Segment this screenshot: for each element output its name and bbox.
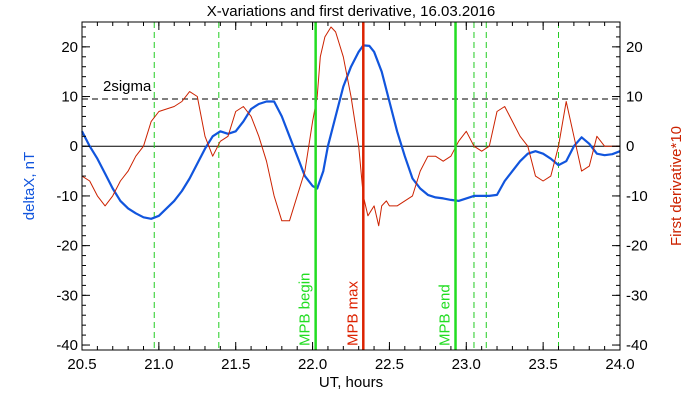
mpb-end-label: MPB end: [437, 284, 454, 346]
x-axis-label: UT, hours: [319, 374, 383, 391]
mpb-max-label: MPB max: [344, 280, 361, 346]
derivative-series-line: [81, 26, 620, 227]
threshold-label: 2sigma: [103, 78, 152, 95]
y-right-tick-label: -40: [626, 337, 648, 354]
y-left-tick-label: 20: [61, 39, 78, 56]
y-right-tick-label: 0: [626, 138, 634, 155]
y-left-tick-label: -30: [56, 287, 78, 304]
x-tick-label: 22.5: [375, 356, 404, 373]
y-axis-left-label: deltaX, nT: [21, 152, 38, 220]
y-right-tick-label: 20: [626, 39, 643, 56]
x-tick-label: 21.5: [221, 356, 250, 373]
x-tick-label: 23.5: [529, 356, 558, 373]
y-axis-right-label: First derivative*10: [668, 126, 685, 246]
y-right-tick-label: -30: [626, 287, 648, 304]
y-left-tick-label: 10: [61, 89, 78, 106]
y-right-tick-label: -10: [626, 188, 648, 205]
mpb-begin-label: MPB begin: [297, 273, 314, 346]
x-tick-label: 20.5: [67, 356, 96, 373]
chart-title: X-variations and first derivative, 16.03…: [207, 3, 496, 20]
deltax-series-line: [81, 44, 621, 220]
y-right-tick-label: -20: [626, 238, 648, 255]
y-left-tick-label: -20: [56, 238, 78, 255]
y-left-tick-label: 0: [70, 138, 78, 155]
x-tick-label: 23.0: [452, 356, 481, 373]
x-tick-label: 24.0: [605, 356, 634, 373]
y-right-tick-label: 10: [626, 89, 643, 106]
x-tick-label: 21.0: [144, 356, 173, 373]
y-left-tick-label: -10: [56, 188, 78, 205]
y-left-tick-label: -40: [56, 337, 78, 354]
x-tick-label: 22.0: [298, 356, 327, 373]
